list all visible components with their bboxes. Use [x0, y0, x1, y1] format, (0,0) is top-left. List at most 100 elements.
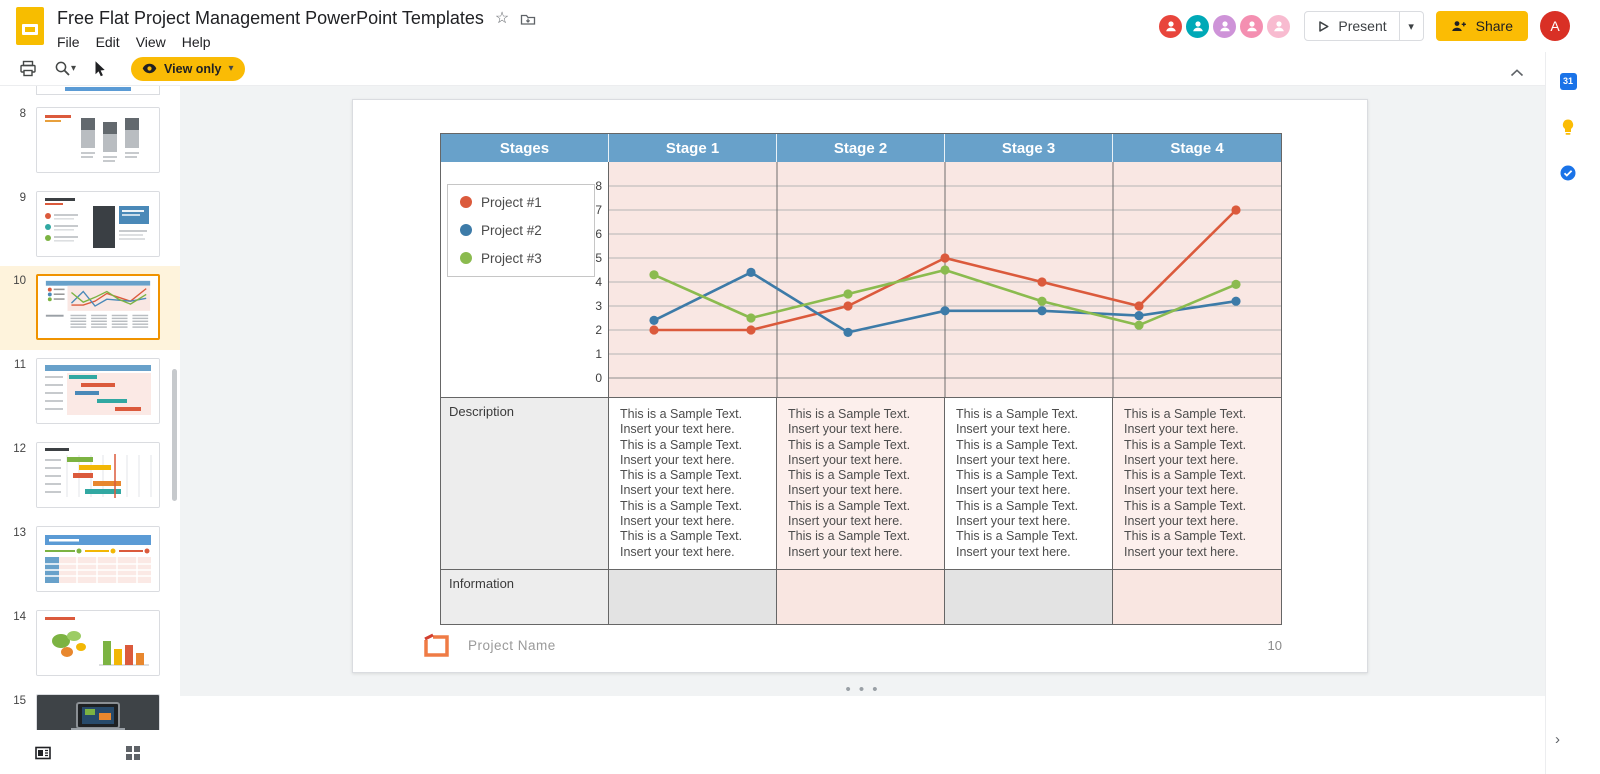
menu-edit[interactable]: Edit [95, 34, 120, 50]
drag-handle-icon: • • • [845, 681, 880, 698]
menu-view[interactable]: View [135, 34, 166, 50]
collaborator-avatar-2[interactable] [1184, 12, 1212, 40]
table-header-stage-3: Stage 3 [945, 134, 1113, 162]
y-axis-tick-label: 0 [595, 371, 602, 385]
thumbnail-art [37, 611, 159, 675]
legend-item-project-2: Project #2 [460, 216, 594, 244]
information-row-label: Information [441, 570, 609, 624]
hide-side-panel-button[interactable]: › [1555, 731, 1560, 748]
sample-text-line: Insert your text here. [956, 544, 1071, 559]
view-only-label: View only [164, 61, 222, 76]
view-only-mode-button[interactable]: View only ▾ [131, 56, 245, 81]
title-block: Free Flat Project Management PowerPoint … [57, 6, 536, 52]
sample-text-line: This is a Sample Text. [956, 407, 1079, 421]
collaborator-avatar-3[interactable] [1211, 12, 1239, 40]
collaborator-avatar-4[interactable] [1238, 12, 1266, 40]
description-cell-stage-3: This is a Sample Text. Insert your text h… [945, 398, 1113, 569]
sample-text-line: This is a Sample Text. [1124, 498, 1247, 513]
view-toggles [0, 730, 180, 774]
table-header-stages: Stages [441, 134, 609, 162]
lightbulb-icon [1562, 119, 1574, 135]
y-axis-tick-label: 8 [595, 179, 602, 193]
chart-row: Project #1 Project #2 Project #3 0 1 2 3 4 5 6… [441, 162, 1281, 397]
user-avatar[interactable]: A [1540, 11, 1570, 41]
sample-text-line: This is a Sample Text. [788, 437, 911, 452]
legend-dot [460, 196, 472, 208]
speaker-notes-area [180, 696, 1545, 774]
document-title[interactable]: Free Flat Project Management PowerPoint … [57, 8, 484, 28]
hide-menus-button[interactable] [1505, 60, 1529, 86]
grid-view-button[interactable] [115, 737, 151, 769]
chart-plot-area [609, 162, 1281, 397]
slide-page[interactable]: Stages Stage 1 Stage 2 Stage 3 Stage 4 P… [352, 99, 1368, 673]
legend-item-project-1: Project #1 [460, 188, 594, 216]
sample-text-line: This is a Sample Text. [1124, 407, 1247, 421]
person-icon [1247, 21, 1257, 32]
person-icon [1193, 21, 1203, 32]
sample-text-line: This is a Sample Text. [620, 437, 743, 452]
slide-thumbnail-8[interactable] [36, 107, 160, 173]
slide-7-thumbnail-partial[interactable] [36, 86, 160, 95]
slides-logo-icon[interactable] [16, 7, 44, 45]
menu-help[interactable]: Help [181, 34, 211, 50]
magnifier-icon [55, 61, 70, 76]
keep-icon[interactable] [1557, 116, 1579, 138]
person-add-icon [1451, 21, 1466, 31]
legend-label: Project #1 [481, 194, 542, 210]
information-cell-stage-3 [945, 570, 1113, 624]
sample-text-line: This is a Sample Text. [1124, 437, 1247, 452]
person-icon [1274, 21, 1284, 32]
filmstrip-scrollbar[interactable] [172, 369, 177, 501]
calendar-icon[interactable]: 31 [1557, 70, 1579, 92]
slide-thumbnail-13[interactable] [36, 526, 160, 592]
information-cell-stage-1 [609, 570, 777, 624]
description-cell-stage-1: This is a Sample Text. Insert your text h… [609, 398, 777, 569]
zoom-button[interactable]: ▾ [49, 56, 81, 82]
person-icon [1220, 21, 1230, 32]
thumbnail-art [37, 527, 159, 591]
legend-dot [460, 224, 472, 236]
side-panel: 31 › [1545, 52, 1600, 774]
app-header: Free Flat Project Management PowerPoint … [0, 0, 1600, 52]
sample-text-line: This is a Sample Text. [788, 529, 911, 544]
filmstrip-item-9: 9 [0, 191, 180, 271]
sample-text-line: Insert your text here. [1124, 514, 1239, 529]
slide-filmstrip: 8 9 10 [0, 86, 180, 774]
tasks-icon[interactable] [1557, 162, 1579, 184]
sample-text-line: Insert your text here. [1124, 483, 1239, 498]
sample-text-line: This is a Sample Text. [620, 529, 743, 544]
chart-axis-cell: Project #1 Project #2 Project #3 0 1 2 3 4 5 6… [441, 162, 609, 397]
star-icon[interactable]: ☆ [494, 9, 510, 27]
print-button[interactable] [14, 56, 42, 82]
slide-thumbnail-14[interactable] [36, 610, 160, 676]
slide-thumbnail-10-selected[interactable] [36, 274, 160, 340]
filmstrip-item-14: 14 [0, 610, 180, 690]
presentation-canvas: Stages Stage 1 Stage 2 Stage 3 Stage 4 P… [180, 86, 1545, 774]
present-button[interactable]: Present [1304, 11, 1400, 41]
slides-logo-inner [22, 24, 38, 35]
information-cell-stage-2 [777, 570, 945, 624]
sample-text-line: Insert your text here. [620, 452, 735, 467]
slide-thumbnail-12[interactable] [36, 442, 160, 508]
slide-thumbnail-9[interactable] [36, 191, 160, 257]
share-button[interactable]: Share [1435, 11, 1528, 41]
collaborator-avatar-5[interactable] [1265, 12, 1293, 40]
present-options-dropdown[interactable]: ▾ [1399, 11, 1424, 41]
slide-thumbnail-11[interactable] [36, 358, 160, 424]
menu-file[interactable]: File [57, 34, 80, 50]
collaborator-avatar-1[interactable] [1157, 12, 1185, 40]
speaker-notes-splitter[interactable]: • • • [180, 681, 1545, 698]
filmstrip-view-button[interactable] [25, 737, 61, 769]
sample-text-line: Insert your text here. [956, 452, 1071, 467]
thumbnail-art [37, 443, 159, 507]
slide-number: 9 [19, 192, 26, 204]
drive-shortcut-icon[interactable] [520, 12, 536, 26]
sample-text-line: Insert your text here. [788, 483, 903, 498]
sample-text-line: Insert your text here. [956, 483, 1071, 498]
sample-text-line: This is a Sample Text. [788, 468, 911, 483]
sample-text-line: This is a Sample Text. [956, 468, 1079, 483]
calendar-day: 31 [1559, 72, 1577, 90]
slide-number: 15 [13, 695, 26, 707]
select-tool-button[interactable] [88, 56, 112, 82]
slide-number: 12 [13, 443, 26, 455]
